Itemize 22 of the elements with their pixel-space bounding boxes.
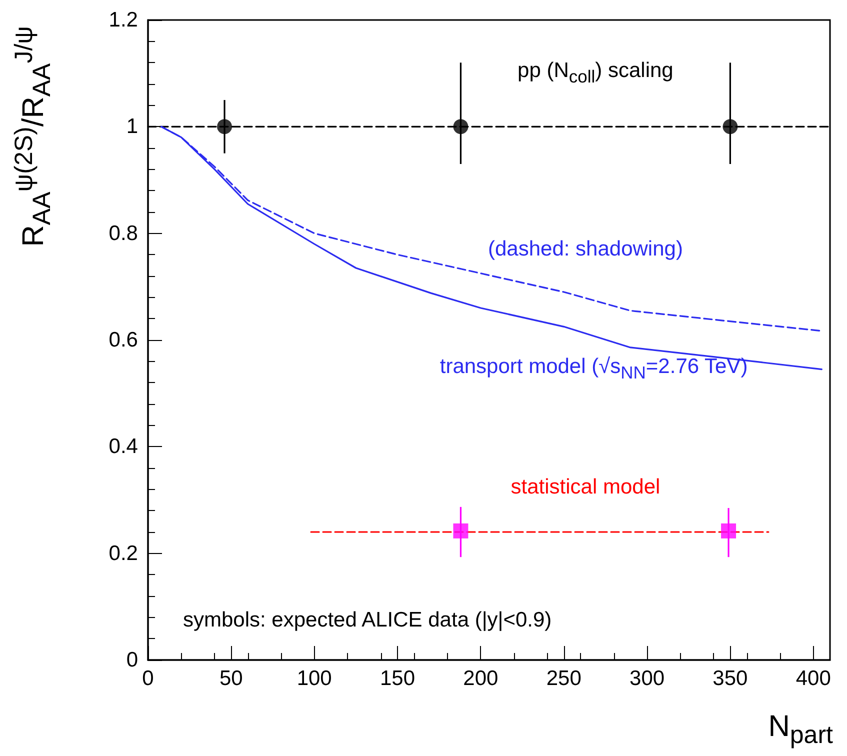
y-tick-label: 1 — [126, 115, 138, 138]
x-tick-label: 50 — [219, 667, 243, 690]
x-tick-label: 400 — [796, 667, 831, 690]
x-tick-label: 200 — [463, 667, 498, 690]
x-tick-label: 0 — [142, 667, 154, 690]
x-axis-title: N$_{part}$ — [768, 710, 833, 749]
y-tick-label: 0.6 — [108, 328, 138, 352]
y-tick-label: 0.4 — [108, 435, 138, 458]
x-tick-label: 250 — [546, 667, 582, 690]
series-label: statistical model — [510, 475, 660, 498]
series-label: pp (N$_{coll}$) scaling — [518, 59, 674, 87]
x-tick-label: 100 — [296, 667, 332, 690]
series-label: (dashed: shadowing) — [488, 238, 683, 261]
x-tick-label: 150 — [380, 667, 416, 690]
y-tick-label: 1.2 — [108, 8, 138, 32]
x-tick-label: 350 — [712, 667, 748, 690]
x-tick-label: 300 — [630, 667, 665, 690]
y-tick-label: 0.8 — [108, 222, 138, 245]
annotation: symbols: expected ALICE data (|y|<0.9) — [183, 608, 552, 632]
y-tick-label: 0.2 — [108, 542, 138, 565]
y-tick-label: 0 — [126, 648, 138, 672]
series-label: transport model (√s$_{NN}$=2.76 TeV) — [440, 355, 748, 383]
